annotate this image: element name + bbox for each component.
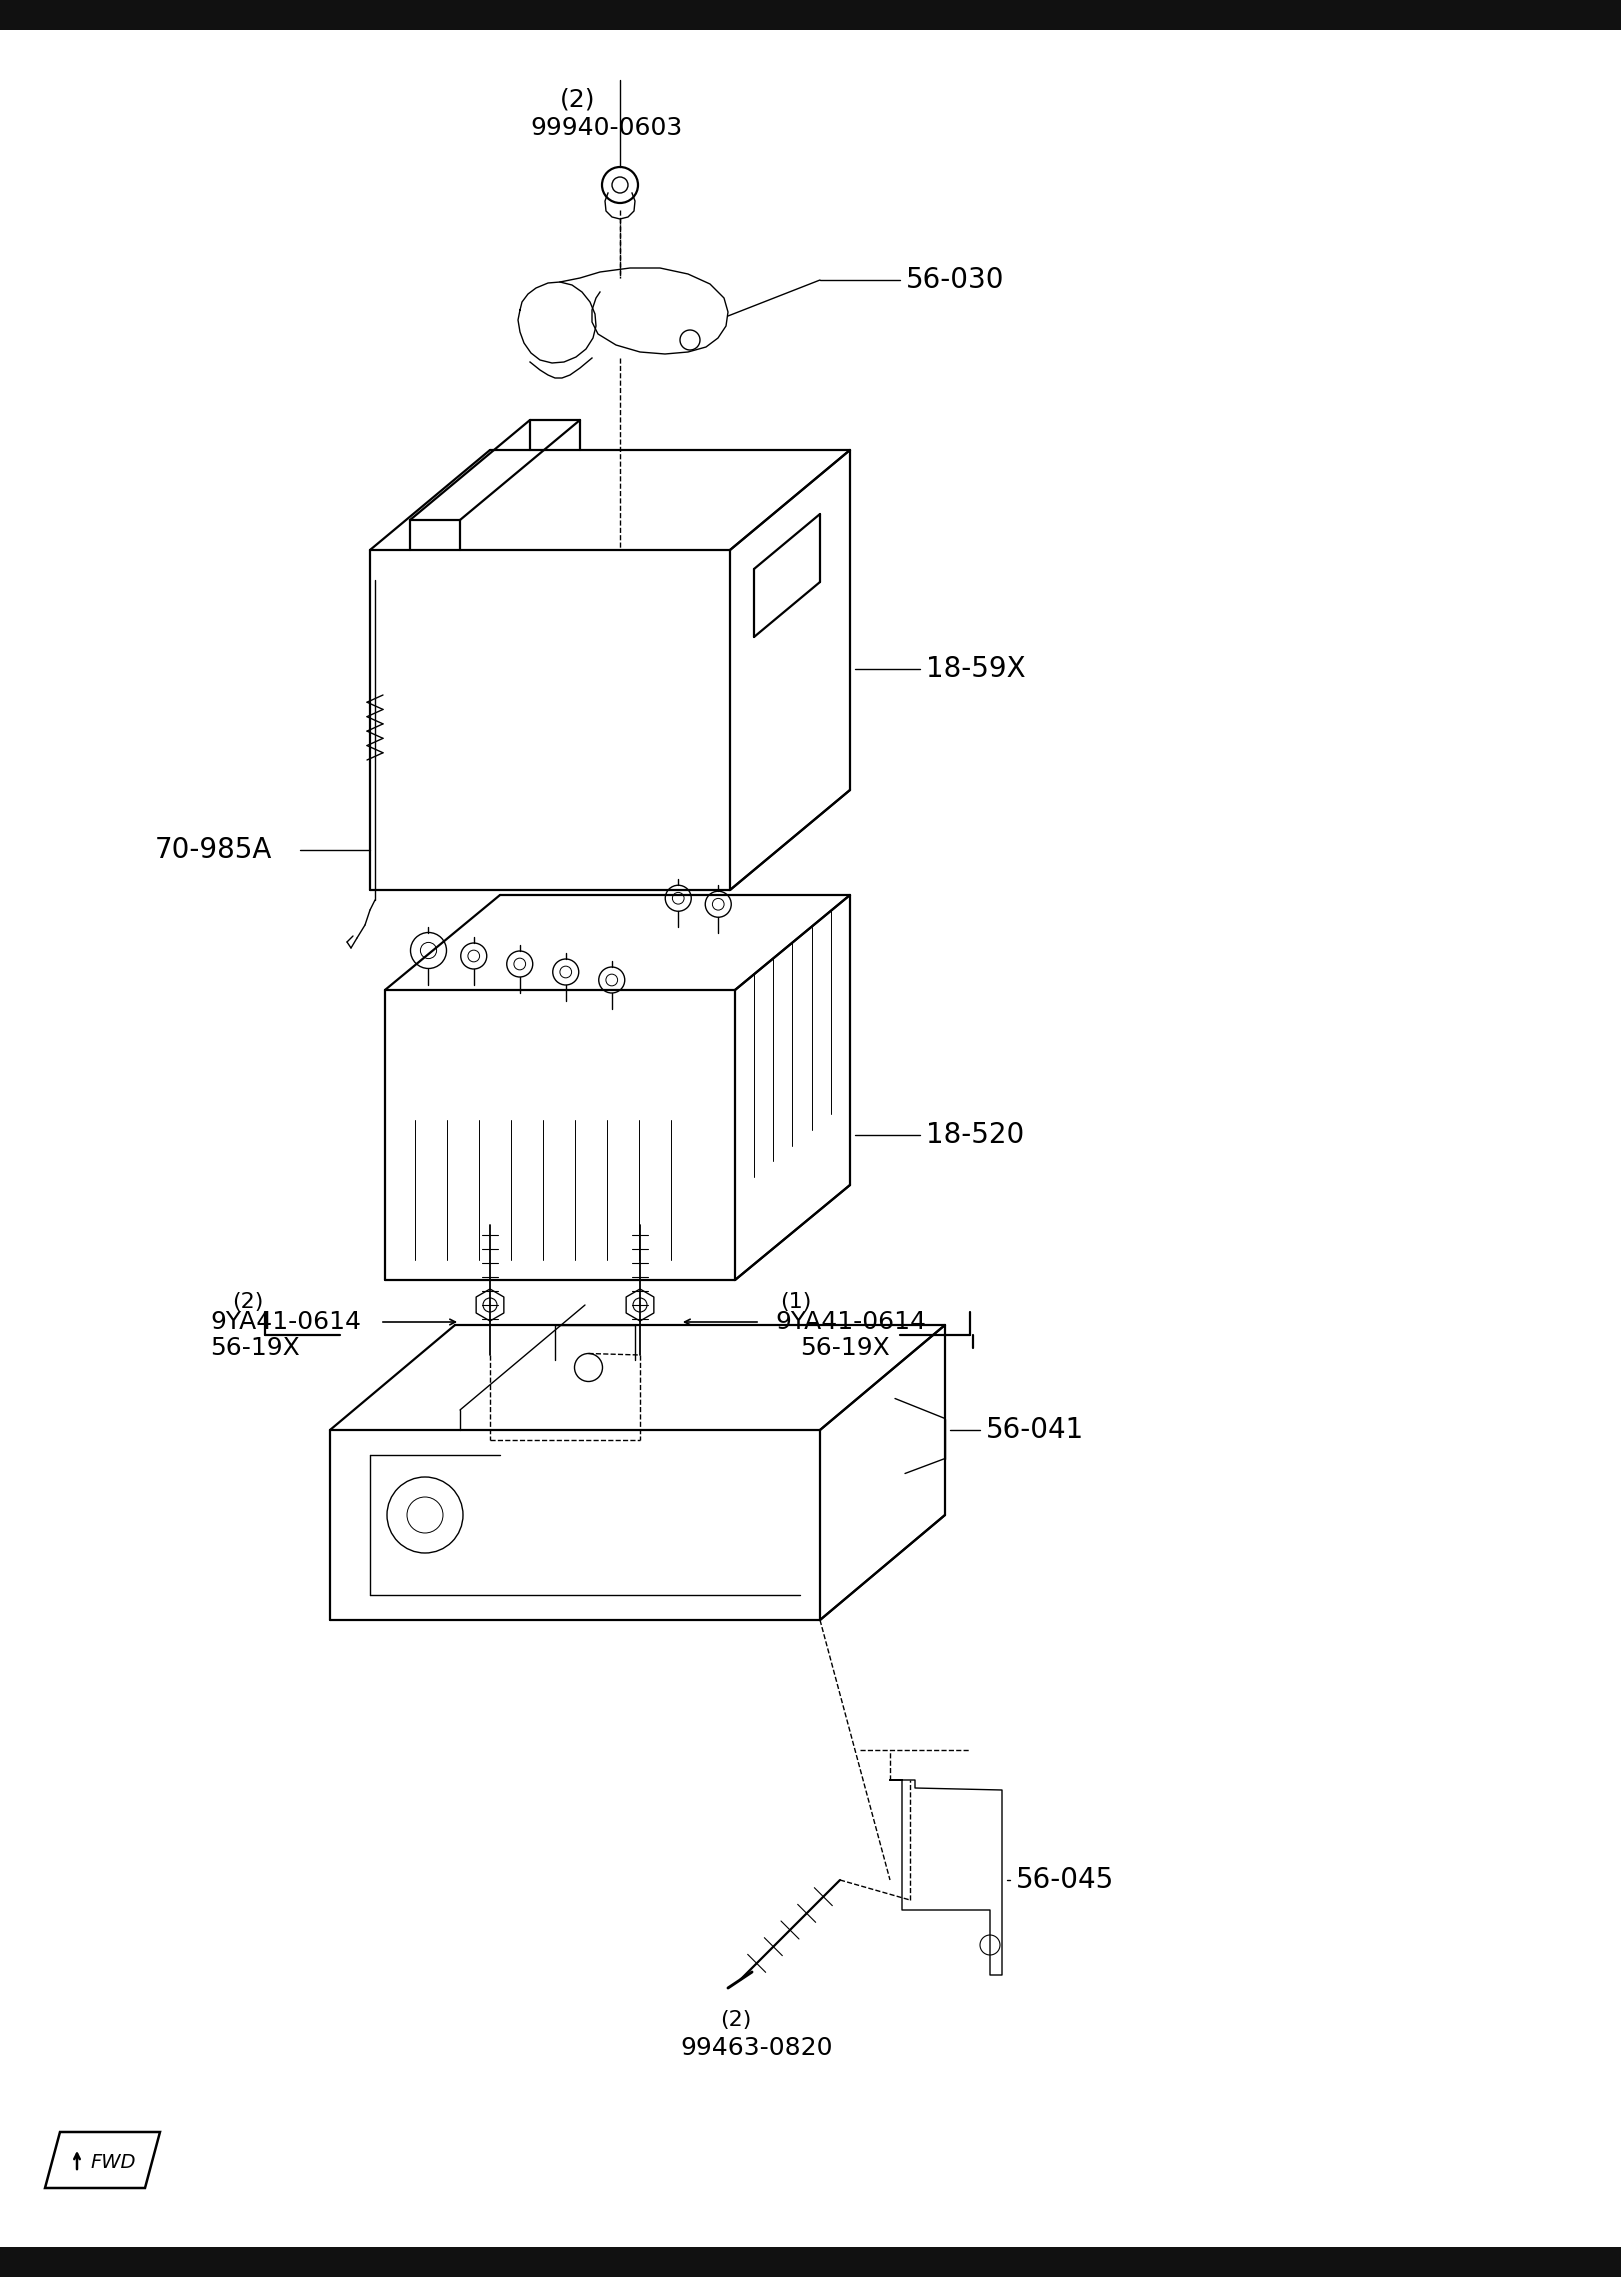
Text: 9YA41-0614: 9YA41-0614 (775, 1309, 926, 1334)
Text: 56-19X: 56-19X (211, 1337, 300, 1359)
Text: 99463-0820: 99463-0820 (679, 2036, 833, 2061)
Text: 18-520: 18-520 (926, 1120, 1024, 1150)
Text: 99940-0603: 99940-0603 (530, 116, 682, 139)
Bar (0, 0, 1621, 30)
Text: 56-030: 56-030 (906, 266, 1005, 294)
Text: 56-045: 56-045 (1016, 1865, 1114, 1894)
Text: 56-19X: 56-19X (801, 1337, 890, 1359)
Text: FWD: FWD (91, 2152, 136, 2172)
Text: (2): (2) (559, 89, 595, 112)
Text: (1): (1) (780, 1291, 812, 1312)
Bar (0, 2247, 1621, 2277)
Text: 9YA41-0614: 9YA41-0614 (211, 1309, 361, 1334)
Text: (2): (2) (232, 1291, 263, 1312)
Text: 56-041: 56-041 (986, 1416, 1084, 1444)
Text: 18-59X: 18-59X (926, 656, 1026, 683)
Text: (2): (2) (720, 2011, 752, 2031)
Text: 70-985A: 70-985A (156, 836, 272, 863)
